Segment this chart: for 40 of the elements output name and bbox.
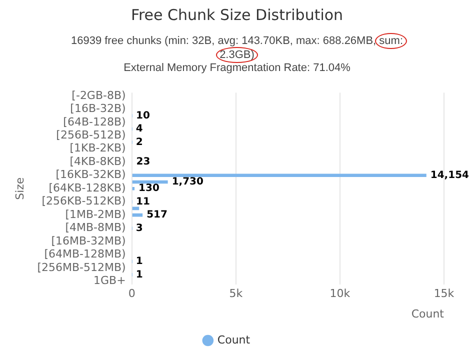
y-tick-label: [4KB-8KB) (70, 154, 126, 168)
data-label: 11 (136, 196, 150, 208)
x-axis-title: Count (411, 307, 445, 320)
data-label: 2 (136, 136, 143, 148)
data-label: 10 (136, 110, 150, 122)
x-tick-label: 0 (128, 287, 136, 300)
y-tick-label: [-2GB-8B) (72, 88, 126, 102)
y-tick-label: [256MB-512MB) (37, 260, 126, 274)
y-axis-title: Size (13, 177, 26, 200)
x-tick-label: 10k (330, 287, 351, 300)
y-tick-label: [16B-32B) (70, 102, 126, 116)
y-tick-label: [4MB-8MB) (65, 221, 126, 234)
data-label: 1 (136, 269, 143, 280)
text: External Memory Fragmentation Rate: 71.04% (122, 62, 352, 74)
chart-subtitle: 16939 free chunks (min: 32B, avg: 143.70KB, max: 688.26MB, sum: 2.3GB) (70, 34, 404, 62)
y-tick-label: [64MB-128MB) (44, 248, 126, 261)
bar (132, 174, 426, 178)
data-label: 4 (136, 124, 143, 135)
y-tick-label: [64B-128B) (63, 115, 126, 128)
y-tick-label: [16KB-32KB) (56, 168, 126, 182)
x-tick-label: 5k (229, 287, 244, 300)
y-tick-label: [16MB-32MB) (51, 234, 126, 248)
data-label: 130 (138, 183, 160, 194)
data-label: 1,730 (172, 176, 204, 188)
data-label: 14,154 (430, 170, 470, 181)
data-label: 3 (136, 222, 143, 234)
bar (132, 180, 168, 184)
y-tick-label: [64KB-128KB) (48, 181, 126, 194)
bar (132, 186, 135, 190)
data-label: 517 (146, 210, 168, 221)
data-label: 23 (136, 156, 150, 168)
y-tick-label: 1GB+ (94, 274, 126, 288)
data-label: 1 (136, 256, 143, 268)
x-tick-label: 15k (434, 287, 455, 300)
y-tick-label: [1KB-2KB) (70, 142, 126, 155)
legend-label: Count (217, 333, 251, 346)
y-tick-label: [1MB-2MB) (65, 208, 126, 221)
chart-title: Free Chunk Size Distribution (130, 6, 344, 24)
y-tick-label: [256KB-512KB) (42, 194, 126, 208)
y-tick-label: [256B-512B) (56, 128, 126, 142)
